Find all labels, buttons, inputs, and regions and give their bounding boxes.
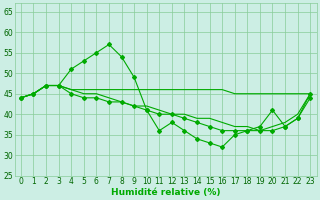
X-axis label: Humidité relative (%): Humidité relative (%) xyxy=(111,188,220,197)
